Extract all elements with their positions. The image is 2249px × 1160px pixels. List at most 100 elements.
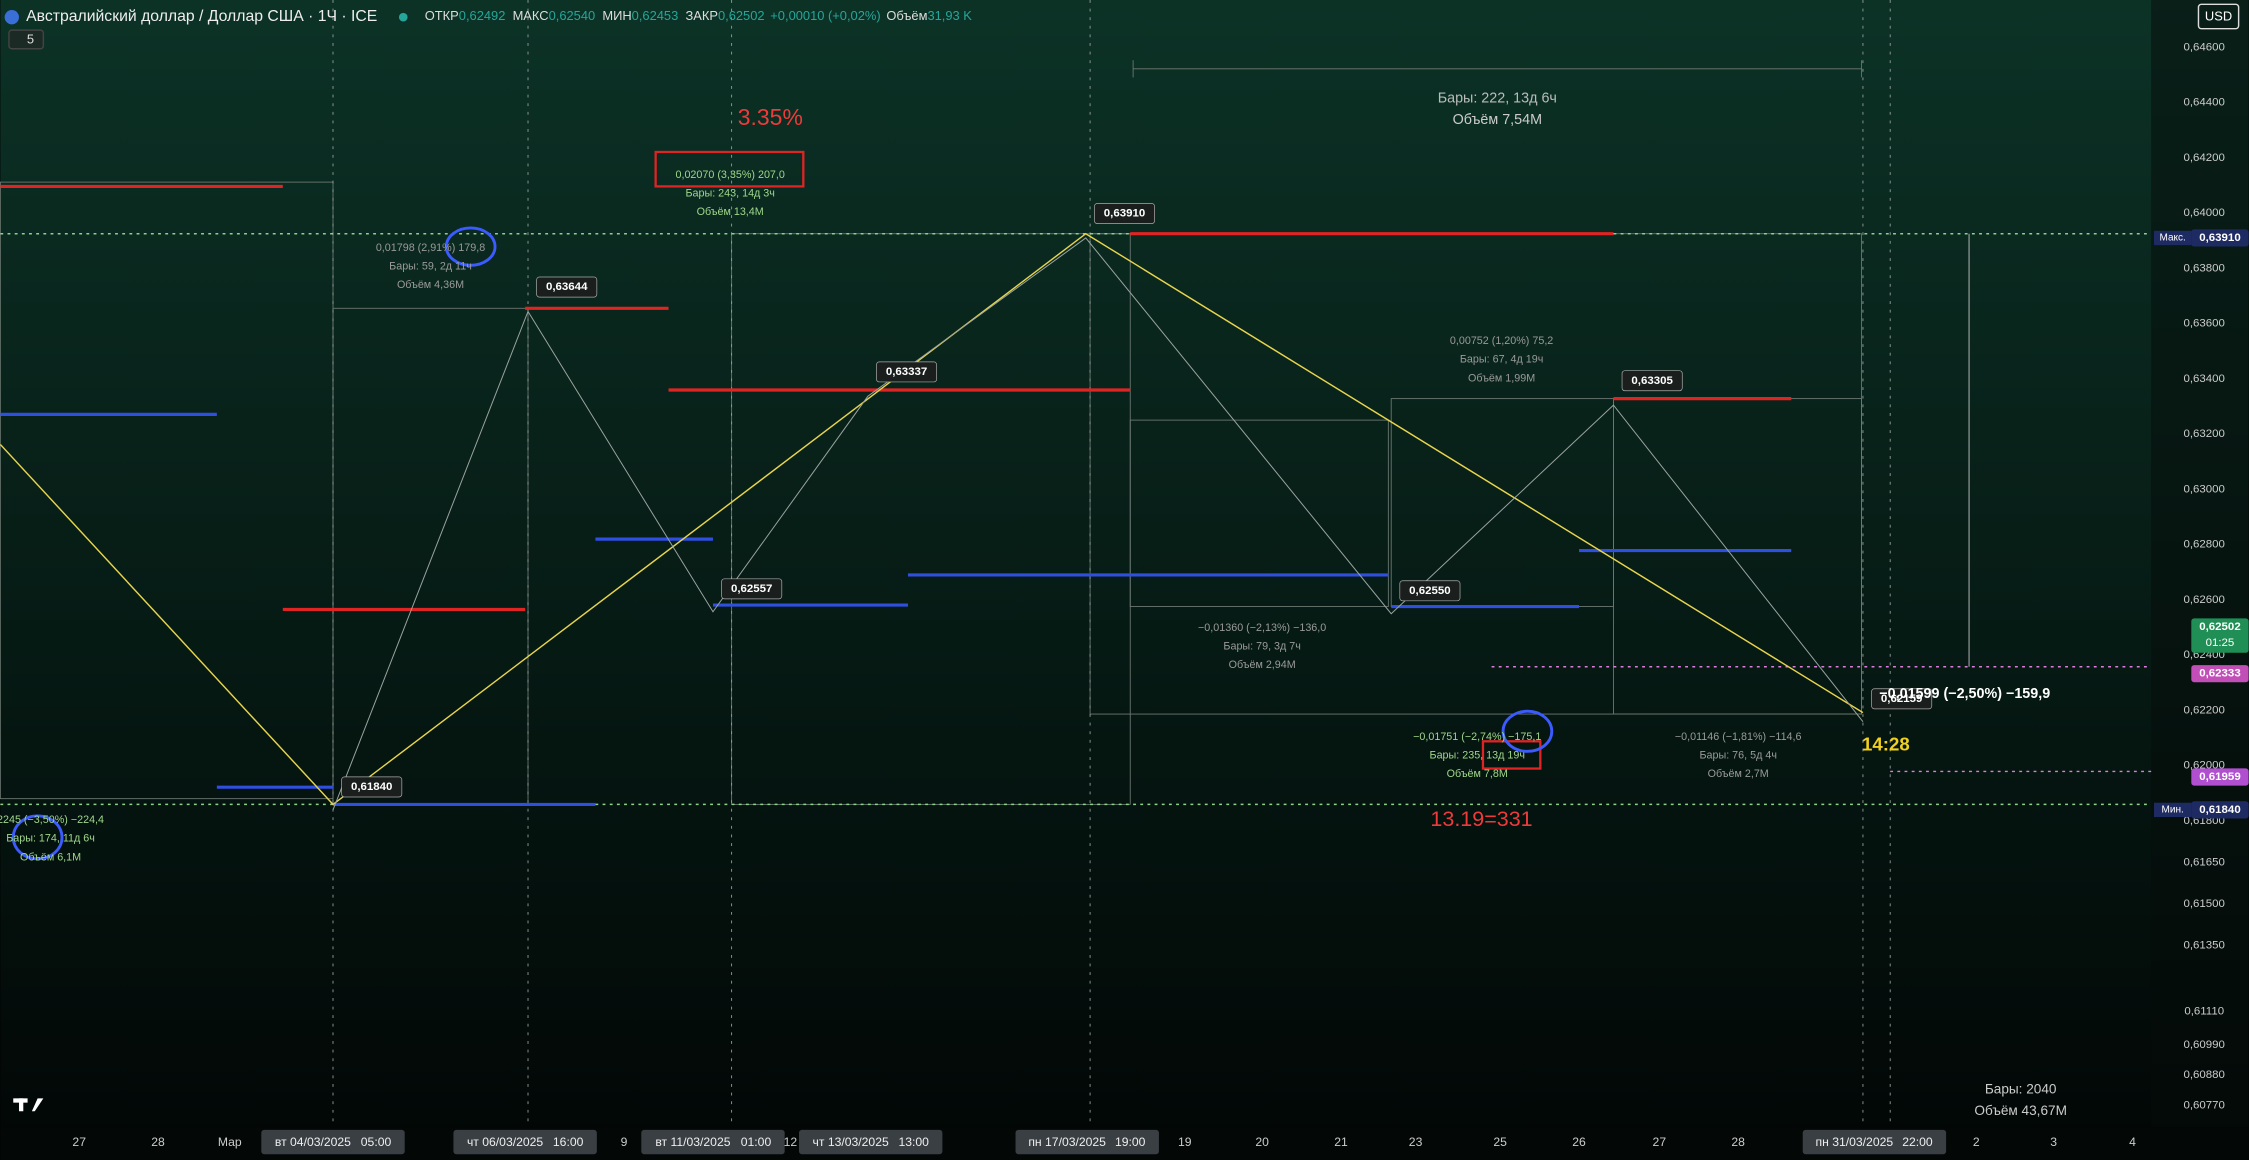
price-tag-box [2154, 802, 2192, 818]
symbol-icon [4, 10, 19, 25]
pivot-label: 0,62550 [1409, 585, 1450, 597]
ohlc-value: 0,62502 [718, 9, 765, 24]
measure-text: Объём 2,94M [1229, 659, 1296, 671]
price-tick-label: 0,62600 [2183, 594, 2224, 606]
time-label: 19 [1178, 1135, 1192, 1149]
measure-text: Бары: 79, 3д 7ч [1223, 641, 1300, 653]
ohlc-value: 0,62540 [549, 9, 596, 24]
time-highlight [1802, 1129, 1947, 1155]
price-tick-label: 0,63000 [2183, 483, 2224, 495]
time-highlight [453, 1129, 597, 1155]
ohlc: ОТКР0,62492 МАКС0,62540 МИН0,62453 ЗАКР0,62… [425, 9, 973, 24]
time-label: 27 [72, 1135, 86, 1149]
time-highlight [799, 1129, 943, 1155]
time-date: чт 13/03/2025 [813, 1135, 889, 1149]
pivot-layer [332, 203, 1933, 811]
price-badge [2191, 801, 2249, 819]
measure-text: Бары: 59, 2д 11ч [389, 261, 472, 273]
time-label: 23 [1409, 1135, 1423, 1149]
time-label: Мар [218, 1135, 242, 1149]
time-date: вт 04/03/2025 [275, 1135, 351, 1149]
trend-zigzag [0, 232, 1864, 806]
measure-text: Объём 13,4M [697, 206, 764, 218]
price-tick-label: 0,64000 [2183, 207, 2224, 219]
time-label: 20 [1255, 1135, 1269, 1149]
measure-text: −0,01360 (−2,13%) −136,0 [1198, 622, 1326, 634]
logo [13, 1098, 44, 1112]
measure-text: Объём 4,36M [397, 279, 464, 291]
price-tick-label: 0,62200 [2183, 704, 2224, 716]
time-clock: 05:00 [361, 1135, 392, 1149]
price-tick-label: 0,63200 [2183, 428, 2224, 440]
status-dot [398, 12, 408, 22]
resistance-lines [0, 184, 1792, 611]
price-badge [2191, 618, 2249, 653]
measure-text: Бары: 222, 13д 6ч [1438, 91, 1557, 107]
pivot-box [341, 776, 403, 798]
measure-text: Бары: 174, 11д 6ч [6, 833, 95, 845]
price-tag: Мин. [2162, 805, 2184, 816]
price-tick-label: 0,61650 [2183, 856, 2224, 868]
price-tick-label: 0,64200 [2183, 152, 2224, 164]
time-clock: 22:00 [1902, 1135, 1933, 1149]
measure-text: Объём 7,54M [1453, 112, 1542, 128]
price-tick-label: 0,63400 [2183, 373, 2224, 385]
price-tick-label: 0,61110 [2184, 1006, 2224, 1018]
support-lines [0, 412, 1792, 806]
time-label: 26 [1572, 1135, 1586, 1149]
time-clock: 13:00 [898, 1135, 929, 1149]
pivot-label: 0,62159 [1881, 693, 1922, 705]
pivot-box [536, 276, 598, 298]
measure-text: Объём 1,99M [1468, 372, 1535, 384]
measure-text: Бары: 76, 5д 4ч [1699, 749, 1776, 761]
pivot-box [1871, 688, 1933, 710]
header: Австралийский доллар / Доллар США · 1Ч ·… [26, 8, 377, 25]
volume: 31,93 K [927, 9, 972, 24]
measure-text: 2245 (−3,50%) −224,4 [0, 814, 104, 826]
time-highlight [641, 1129, 785, 1155]
pivot-box [1094, 203, 1155, 224]
price-tick-label: 0,64600 [2183, 41, 2224, 53]
time-label: 27 [1653, 1135, 1667, 1149]
price-badge [2191, 665, 2249, 683]
measure-text: Бары: 243, 14д 3ч [685, 187, 774, 199]
time-label: 9 [621, 1135, 628, 1149]
price-tick-label: 0,63800 [2183, 262, 2224, 274]
pivot-box [1621, 370, 1683, 392]
time-label: 12 [784, 1135, 798, 1149]
measure-text: Бары: 235, 13д 19ч [1430, 749, 1525, 761]
price-badge-label: 0,61959 [2199, 771, 2240, 783]
volume-label: Объём [886, 9, 927, 24]
pivot-label: 0,63910 [1104, 208, 1145, 220]
pivot-label: 0,63337 [886, 366, 927, 378]
measure-text: 0,00752 (1,20%) 75,2 [1450, 335, 1553, 347]
currency: USD [2205, 9, 2232, 24]
annotation: 14:28 [1862, 734, 1910, 755]
time-highlight [1015, 1129, 1159, 1155]
currency-box[interactable] [2197, 3, 2240, 30]
measure-text: −0,01146 (−1,81%) −114,6 [1675, 731, 1802, 743]
indicator-box[interactable] [8, 29, 45, 50]
time-clock: 19:00 [1115, 1135, 1146, 1149]
annotation: 13.19=331 [1430, 807, 1532, 831]
summary-bars: Бары: 2040 [1985, 1081, 2057, 1096]
pivot-box [1399, 580, 1461, 602]
indicator: 5 [27, 32, 34, 47]
time-date: вт 11/03/2025 [655, 1135, 730, 1149]
pivot-label: 0,63644 [546, 281, 588, 293]
time-clock: 01:00 [741, 1135, 772, 1149]
measure-text: 0,02070 (3,35%) 207,0 [675, 169, 784, 181]
time-label: 2 [1973, 1135, 1980, 1149]
symbol: Австралийский доллар / Доллар США · 1Ч ·… [26, 8, 377, 25]
pivot-label: 0,61840 [351, 781, 392, 793]
price-badge-label: 0,62333 [2199, 668, 2240, 680]
pivot-label: 0,63305 [1631, 375, 1673, 387]
pivot-zigzag [332, 237, 1864, 811]
time-label: 25 [1493, 1135, 1507, 1149]
price-axis-bg [2151, 0, 2249, 1160]
time-date: чт 06/03/2025 [467, 1135, 543, 1149]
highlights [11, 150, 1554, 861]
session-lines [332, 0, 1891, 1128]
